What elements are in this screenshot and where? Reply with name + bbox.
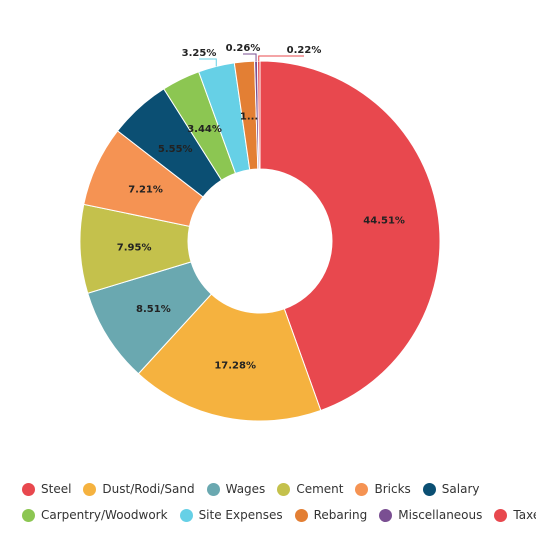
legend-swatch xyxy=(206,482,220,496)
legend-item-steel[interactable]: Steel xyxy=(22,482,71,496)
legend-swatch xyxy=(22,482,35,496)
slice-steel[interactable] xyxy=(259,60,441,412)
legend-label: Rebaring xyxy=(313,508,368,522)
data-label-wages: 8.51% xyxy=(136,304,171,315)
legend-item-carpentry-woodwork[interactable]: Carpentry/Woodwork xyxy=(22,508,168,522)
legend-row-1: Steel Dust/Rodi/Sand Wages Cement Bricks… xyxy=(22,476,522,502)
legend-label: Taxes xyxy=(513,508,536,522)
legend-label: Bricks xyxy=(374,482,411,496)
legend-item-dust-rodi-sand[interactable]: Dust/Rodi/Sand xyxy=(83,482,195,496)
data-label-bricks: 7.21% xyxy=(128,184,163,195)
data-label-salary: 5.55% xyxy=(158,144,193,155)
legend-item-cement[interactable]: Cement xyxy=(277,482,343,496)
donut-labels: 44.51% 17.28% 8.51% 7.95% 7.21% 5.55% 3.44% 3.2… xyxy=(117,43,405,372)
legend-label: Cement xyxy=(296,482,344,496)
legend-label: Salary xyxy=(441,482,480,496)
data-label-miscellaneous: 0.26% xyxy=(226,43,261,54)
legend-item-wages[interactable]: Wages xyxy=(206,482,266,496)
legend-label: Dust/Rodi/Sand xyxy=(102,482,195,496)
legend-item-miscellaneous[interactable]: Miscellaneous xyxy=(379,508,482,522)
legend-row-2: Carpentry/Woodwork Site Expenses Rebarin… xyxy=(22,502,536,528)
leader-line-taxes xyxy=(258,55,304,62)
legend-item-taxes[interactable]: Taxes xyxy=(494,508,536,522)
donut-slices xyxy=(79,60,441,422)
legend-item-rebaring[interactable]: Rebaring xyxy=(294,508,368,522)
slice-dust-rodi-sand[interactable] xyxy=(137,293,322,422)
legend-label: Wages xyxy=(225,482,266,496)
data-label-cement: 7.95% xyxy=(117,243,152,254)
data-label-steel: 44.51% xyxy=(363,215,405,226)
slice-taxes[interactable] xyxy=(257,60,261,170)
legend-swatch xyxy=(83,482,97,496)
legend-swatch xyxy=(355,482,369,496)
legend-swatch xyxy=(294,508,308,522)
data-label-rebaring: 1... xyxy=(240,111,258,122)
data-label-dust-rodi-sand: 17.28% xyxy=(214,361,256,372)
legend-label: Site Expenses xyxy=(198,508,283,522)
legend-label: Carpentry/Woodwork xyxy=(41,508,168,522)
donut-chart: 44.51% 17.28% 8.51% 7.95% 7.21% 5.55% 3.44% 3.2… xyxy=(79,43,441,422)
data-label-carpentry-woodwork: 3.44% xyxy=(187,124,222,135)
data-label-taxes: 0.22% xyxy=(287,45,322,56)
leader-line-site-expenses xyxy=(199,58,217,67)
legend-swatch xyxy=(277,482,291,496)
legend-item-site-expenses[interactable]: Site Expenses xyxy=(179,508,283,522)
legend-label: Steel xyxy=(41,482,72,496)
chart-legend: Steel Dust/Rodi/Sand Wages Cement Bricks… xyxy=(22,476,536,528)
leader-line-miscellaneous xyxy=(243,53,257,62)
data-label-site-expenses: 3.25% xyxy=(182,48,217,59)
legend-swatch xyxy=(379,508,393,522)
legend-swatch xyxy=(494,508,508,522)
legend-swatch xyxy=(22,508,35,522)
legend-item-salary[interactable]: Salary xyxy=(422,482,480,496)
legend-item-bricks[interactable]: Bricks xyxy=(355,482,411,496)
legend-swatch xyxy=(422,482,436,496)
legend-swatch xyxy=(179,508,193,522)
legend-label: Miscellaneous xyxy=(398,508,483,522)
